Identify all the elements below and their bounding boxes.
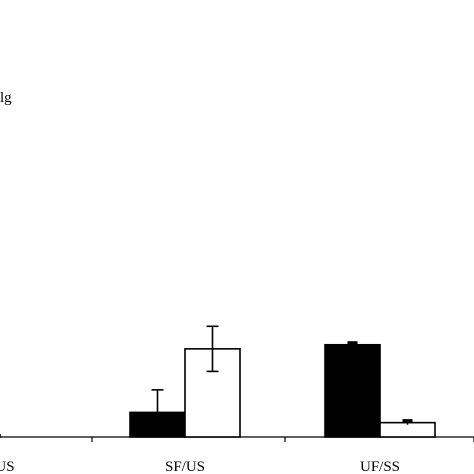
bars (0, 343, 436, 438)
error-bar-series2-sf-us (206, 325, 219, 373)
error-bars (151, 325, 413, 425)
error-bar-series2-uf-ss (402, 419, 413, 425)
x-tick-label-sf-us: SF/US (165, 459, 205, 474)
category-labels: US SF/US UF/SS (0, 459, 400, 474)
error-bar-series1-sf-us (151, 389, 164, 413)
bar-series1-uf-ss (324, 343, 381, 438)
annotation-label: lg (0, 90, 12, 106)
error-bar-series1-uf-ss (347, 341, 358, 345)
x-tick-label-us: US (0, 459, 15, 474)
x-tick-label-uf-ss: UF/SS (360, 459, 400, 474)
bar-series1-sf-us (129, 411, 186, 438)
bar-series2-uf-ss (379, 421, 436, 438)
